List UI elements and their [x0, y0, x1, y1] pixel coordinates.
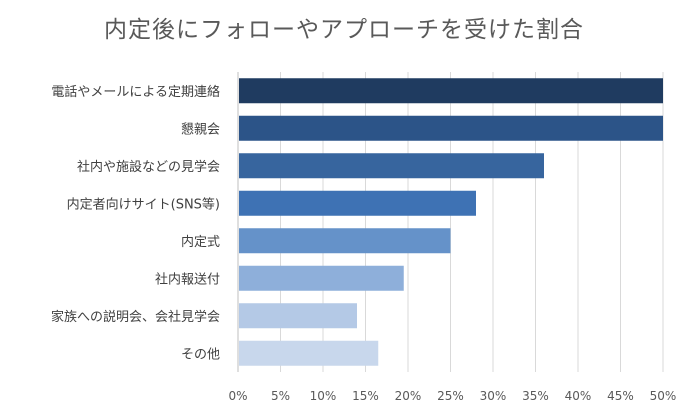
x-tick-label-9: 45% — [607, 389, 634, 403]
bar-0 — [239, 78, 663, 104]
bar-5 — [239, 265, 404, 291]
x-tick-label-2: 10% — [310, 389, 337, 403]
bar-4 — [239, 228, 451, 254]
x-tick-label-8: 40% — [565, 389, 592, 403]
category-label-4: 内定式 — [181, 234, 220, 250]
category-label-7: その他 — [181, 347, 220, 362]
bar-3 — [239, 190, 476, 216]
category-label-3: 内定者向けサイト(SNS等) — [67, 196, 220, 212]
x-tick-label-10: 50% — [650, 389, 677, 403]
x-tick-label-7: 35% — [522, 389, 549, 403]
category-label-2: 社内や施設などの見学会 — [77, 159, 220, 175]
category-label-1: 懇親会 — [181, 121, 220, 137]
category-label-6: 家族への説明会、会社見学会 — [51, 309, 220, 325]
chart-title: 内定後にフォローやアプローチを受けた割合 — [104, 17, 584, 43]
bar-6 — [239, 303, 357, 329]
category-label-0: 電話やメールによる定期連絡 — [51, 84, 220, 100]
bar-7 — [239, 340, 379, 366]
x-tick-label-0: 0% — [228, 389, 247, 403]
bar-1 — [239, 115, 663, 141]
x-tick-label-5: 25% — [437, 389, 464, 403]
category-label-5: 社内報送付 — [155, 271, 220, 287]
x-tick-label-6: 30% — [480, 389, 507, 403]
x-tick-label-1: 5% — [271, 389, 290, 403]
x-tick-label-4: 20% — [395, 389, 422, 403]
bar-2 — [239, 153, 544, 179]
x-tick-label-3: 15% — [352, 389, 379, 403]
